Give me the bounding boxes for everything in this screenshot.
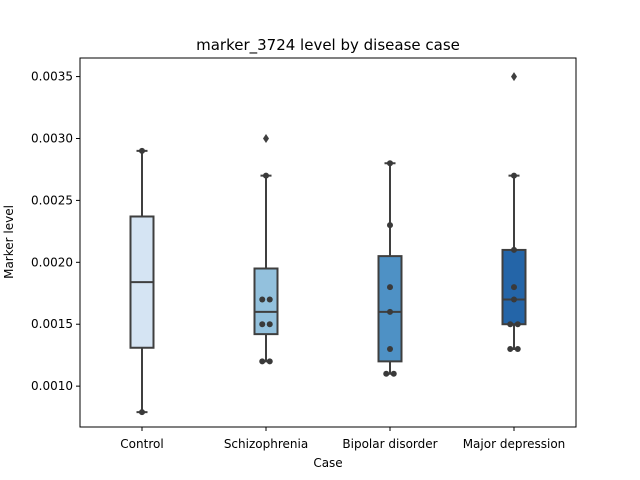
x-tick-label: Control xyxy=(120,437,163,451)
data-point xyxy=(259,296,266,303)
data-point xyxy=(387,160,393,167)
y-axis-label: Marker level xyxy=(2,205,16,279)
y-tick-label: 0.0010 xyxy=(31,379,73,393)
data-point xyxy=(266,358,273,365)
data-point xyxy=(387,222,393,229)
data-point xyxy=(511,296,517,303)
data-point xyxy=(511,246,517,253)
data-point xyxy=(387,284,393,291)
data-point xyxy=(387,308,393,315)
data-point xyxy=(266,296,273,303)
data-point xyxy=(514,321,521,328)
data-point xyxy=(511,172,517,179)
data-point xyxy=(263,172,269,179)
x-tick-label: Schizophrenia xyxy=(224,437,308,451)
x-tick-label: Major depression xyxy=(463,437,566,451)
plot-area: 0.0010 0.0015 0.0020 0.0025 0.0030 0.0035 Cont… xyxy=(31,57,577,451)
outlier-marker xyxy=(511,72,517,82)
y-tick-label: 0.0025 xyxy=(31,193,73,207)
data-point xyxy=(390,370,397,377)
box-bipolar-disorder xyxy=(377,255,403,363)
y-tick-label: 0.0030 xyxy=(31,131,73,145)
data-point xyxy=(511,284,517,291)
y-tick-label: 0.0020 xyxy=(31,255,73,269)
plot-frame xyxy=(79,57,577,428)
data-point xyxy=(139,409,145,416)
data-point xyxy=(383,370,390,377)
x-axis-label: Case xyxy=(313,456,342,470)
data-point xyxy=(514,345,521,352)
data-point xyxy=(387,345,393,352)
x-tick-label: Bipolar disorder xyxy=(342,437,437,451)
y-tick-label: 0.0015 xyxy=(31,317,73,331)
box-schizophrenia xyxy=(253,267,279,336)
data-point xyxy=(507,321,514,328)
data-point xyxy=(259,321,266,328)
outlier-marker xyxy=(263,133,269,143)
y-tick-label: 0.0035 xyxy=(31,70,73,84)
data-point xyxy=(507,345,514,352)
data-point xyxy=(139,147,145,154)
data-point xyxy=(266,321,273,328)
data-point xyxy=(259,358,266,365)
chart-title: marker_3724 level by disease case xyxy=(196,36,460,55)
